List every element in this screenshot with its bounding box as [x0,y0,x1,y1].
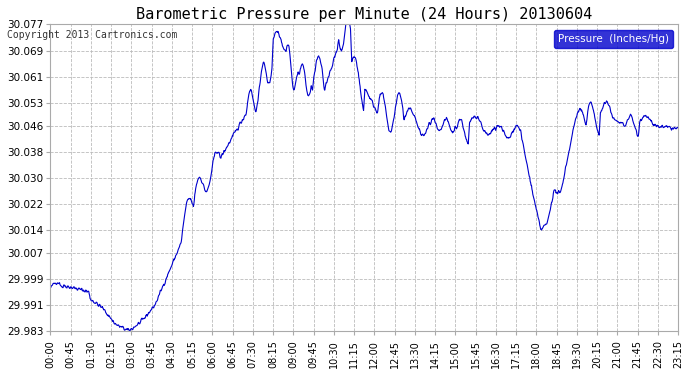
Legend: Pressure  (Inches/Hg): Pressure (Inches/Hg) [553,30,673,48]
Title: Barometric Pressure per Minute (24 Hours) 20130604: Barometric Pressure per Minute (24 Hours… [136,7,592,22]
Text: Copyright 2013 Cartronics.com: Copyright 2013 Cartronics.com [7,30,177,39]
